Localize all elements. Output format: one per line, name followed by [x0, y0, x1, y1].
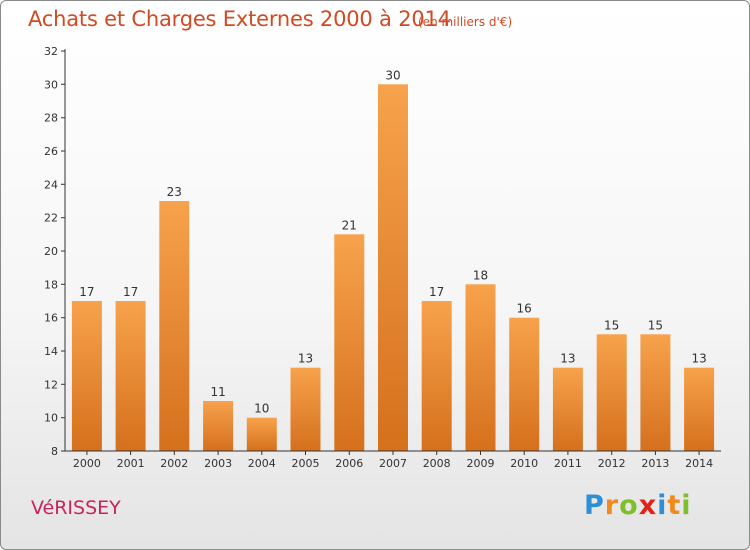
y-tick-label-32: 32: [44, 45, 58, 58]
proxiti-logo: Proxiti: [584, 490, 692, 521]
bar-2014: [684, 367, 715, 451]
bar-2001: [115, 301, 146, 451]
data-label-2008: 17: [429, 285, 444, 299]
logo-letter: r: [604, 490, 620, 521]
data-label-2011: 13: [560, 352, 575, 366]
bar-2012: [596, 334, 627, 451]
data-label-2001: 17: [123, 285, 138, 299]
data-label-2012: 15: [604, 318, 619, 332]
data-label-2000: 17: [79, 285, 94, 299]
data-label-2009: 18: [473, 268, 488, 282]
data-label-2002: 23: [167, 185, 182, 199]
y-tick-label-24: 24: [44, 178, 58, 191]
x-tick-label-2009: 2009: [467, 457, 495, 470]
y-tick-label-18: 18: [44, 278, 58, 291]
x-tick-label-2012: 2012: [598, 457, 626, 470]
logo-letter: o: [619, 490, 639, 521]
logo-letter: i: [657, 490, 668, 521]
y-tick-label-10: 10: [44, 412, 58, 425]
bar-2011: [552, 367, 583, 451]
y-tick-label-20: 20: [44, 245, 58, 258]
bar-2008: [421, 301, 452, 451]
x-tick-label-2004: 2004: [248, 457, 276, 470]
bar-2004: [246, 417, 277, 451]
logo-letter: t: [667, 490, 682, 521]
x-tick-label-2000: 2000: [73, 457, 101, 470]
axes-group: 2000 2001 2002 2003 2004 2005 2006 2007 2008 2009…: [44, 45, 721, 470]
bar-2009: [465, 284, 496, 451]
bar-2007: [378, 84, 408, 452]
bar-2005: [290, 367, 321, 451]
x-tick-label-2013: 2013: [641, 457, 669, 470]
y-tick-label-28: 28: [44, 112, 58, 125]
x-tick-label-2003: 2003: [204, 457, 232, 470]
bars-group: 17 17 23 11 10 13 21 30 17 18 16 13 15 15 13: [71, 68, 715, 452]
y-tick-label-8: 8: [51, 445, 58, 458]
data-label-2010: 16: [517, 302, 532, 316]
x-tick-label-2008: 2008: [423, 457, 451, 470]
x-tick-label-2002: 2002: [160, 457, 188, 470]
y-tick-label-30: 30: [44, 78, 58, 91]
y-tick-label-14: 14: [44, 345, 58, 358]
logo-letter: x: [638, 490, 658, 521]
bar-2003: [203, 401, 234, 451]
data-label-2007: 30: [385, 68, 400, 82]
bar-2000: [71, 301, 102, 451]
logo-letter: P: [584, 490, 605, 521]
y-tick-label-12: 12: [44, 378, 58, 391]
x-tick-label-2005: 2005: [292, 457, 320, 470]
y-tick-label-16: 16: [44, 312, 58, 325]
data-label-2004: 10: [254, 402, 269, 416]
x-tick-label-2001: 2001: [117, 457, 145, 470]
y-tick-label-22: 22: [44, 212, 58, 225]
x-tick-label-2011: 2011: [554, 457, 582, 470]
x-tick-label-2006: 2006: [335, 457, 363, 470]
chart-title: Achats et Charges Externes 2000 à 2014: [28, 7, 451, 31]
data-label-2013: 15: [648, 318, 663, 332]
bar-2006: [334, 234, 365, 451]
bar-2002: [159, 201, 190, 451]
x-tick-label-2010: 2010: [510, 457, 538, 470]
bar-2010: [509, 317, 540, 451]
x-tick-label-2007: 2007: [379, 457, 407, 470]
logo-letter: i: [681, 490, 692, 521]
city-name: VéRISSEY: [31, 497, 121, 519]
y-tick-label-26: 26: [44, 145, 58, 158]
x-tick-label-2014: 2014: [685, 457, 713, 470]
data-label-2003: 11: [210, 385, 225, 399]
data-label-2014: 13: [691, 352, 706, 366]
chart-subtitle: (en milliers d'€): [418, 15, 513, 29]
data-label-2006: 21: [342, 218, 357, 232]
bar-2013: [640, 334, 671, 451]
data-label-2005: 13: [298, 352, 313, 366]
